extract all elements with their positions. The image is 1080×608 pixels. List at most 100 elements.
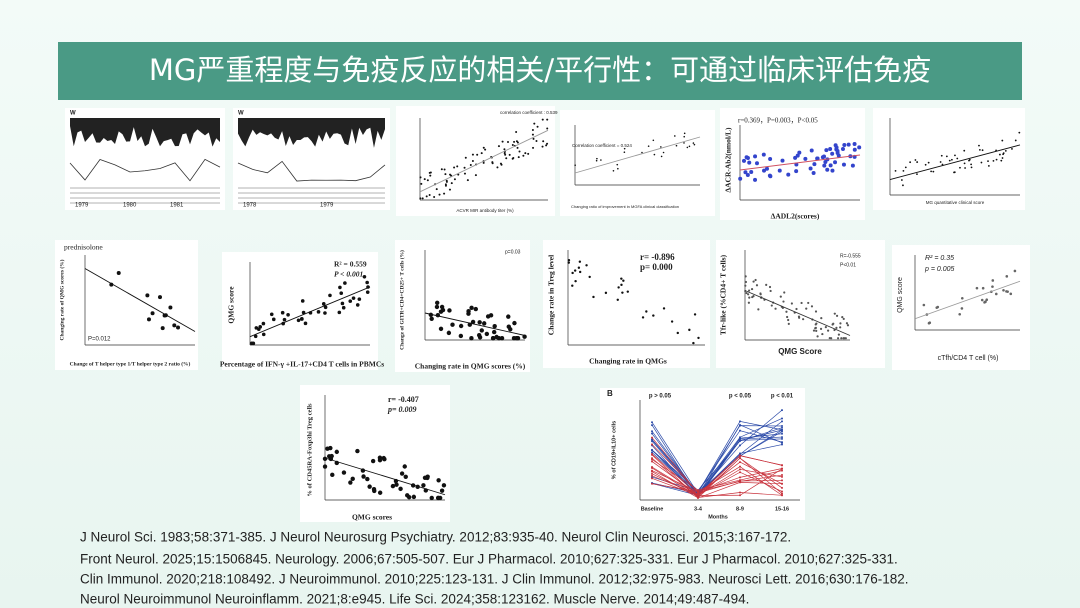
dot: [532, 137, 535, 140]
dot: [429, 495, 434, 501]
dot: [604, 291, 608, 295]
dot: [420, 182, 423, 185]
category-label: 3-4: [694, 506, 703, 512]
dot: [783, 291, 786, 294]
dot: [491, 162, 494, 165]
dot: [902, 169, 905, 172]
annotation: R² = 0.35: [925, 255, 954, 262]
dot: [852, 147, 857, 152]
dot: [762, 168, 767, 173]
dot: [508, 327, 513, 332]
dot: [254, 326, 259, 330]
y-label: QMG score: [227, 286, 236, 324]
dot: [833, 312, 836, 315]
dot: [341, 305, 346, 310]
dot: [434, 304, 440, 310]
dot: [781, 464, 783, 467]
dot: [960, 307, 964, 310]
dot: [531, 128, 534, 131]
x-label: QMG Score: [778, 347, 822, 356]
dot: [428, 194, 431, 196]
category-label: 8-9: [736, 506, 744, 512]
dot: [814, 323, 817, 326]
dot: [351, 296, 356, 300]
dot: [781, 420, 783, 423]
dot: [839, 322, 842, 325]
dot: [623, 151, 626, 154]
dot: [488, 313, 494, 318]
dot: [301, 310, 306, 315]
dot: [814, 327, 817, 330]
dot: [377, 457, 383, 463]
dot: [683, 132, 686, 135]
dot: [781, 443, 783, 446]
x-label: QMG scores: [352, 513, 392, 522]
dot: [357, 297, 362, 301]
dot: [463, 166, 466, 169]
dot: [453, 178, 456, 181]
dot: [958, 312, 962, 316]
dot: [651, 432, 653, 435]
dot: [795, 153, 800, 158]
dot: [507, 140, 510, 143]
dot: [781, 469, 783, 472]
figure-panel: [222, 252, 378, 370]
dot: [469, 163, 472, 166]
dot: [439, 488, 445, 493]
dot: [453, 166, 456, 169]
dot: [823, 160, 828, 165]
dot: [348, 480, 353, 485]
dot: [960, 296, 964, 300]
dot: [781, 426, 783, 429]
y-label: Change rate in Treg level: [547, 255, 556, 335]
dot: [651, 477, 653, 480]
annotation: p= 0.000: [640, 262, 673, 272]
dot: [692, 341, 695, 345]
dot: [282, 317, 287, 322]
dot: [176, 325, 181, 330]
dot: [660, 155, 663, 158]
dot: [739, 444, 741, 447]
dot: [316, 310, 321, 314]
annotation: p < 0.01: [771, 394, 794, 400]
dot: [518, 150, 521, 153]
dot: [978, 148, 981, 151]
annotation: p=0.03: [505, 249, 521, 255]
dot: [365, 476, 370, 482]
dot: [975, 286, 979, 290]
dot: [842, 142, 847, 147]
dot: [441, 483, 447, 488]
dot: [768, 174, 773, 179]
annotation: P=0.012: [88, 337, 111, 343]
dot: [588, 275, 591, 279]
dot: [980, 298, 984, 302]
x-label: cTfh/CD4 T cell (%): [938, 355, 999, 362]
chart-line: [69, 158, 221, 182]
trend-line: [419, 129, 549, 193]
series-line: [651, 421, 783, 495]
dot: [697, 336, 700, 340]
dot: [759, 293, 762, 296]
dot: [739, 471, 741, 474]
trend-line: [574, 136, 701, 174]
dot: [620, 283, 623, 287]
dot: [296, 318, 301, 323]
x-label: ACVR MIR antibody titer (%): [456, 208, 514, 213]
dot: [750, 287, 754, 291]
series-line: [651, 431, 783, 494]
dot: [820, 317, 823, 320]
dot: [940, 154, 943, 157]
dot: [517, 156, 520, 159]
dot: [964, 167, 966, 169]
dot: [916, 161, 919, 163]
dot: [787, 322, 790, 325]
dot: [463, 172, 466, 175]
dot: [641, 151, 643, 154]
dot: [675, 144, 678, 147]
dot: [652, 314, 655, 317]
dot: [840, 337, 843, 340]
dot: [651, 436, 653, 439]
chart-fill: [70, 118, 220, 147]
dot: [367, 484, 372, 489]
dot: [504, 153, 507, 156]
